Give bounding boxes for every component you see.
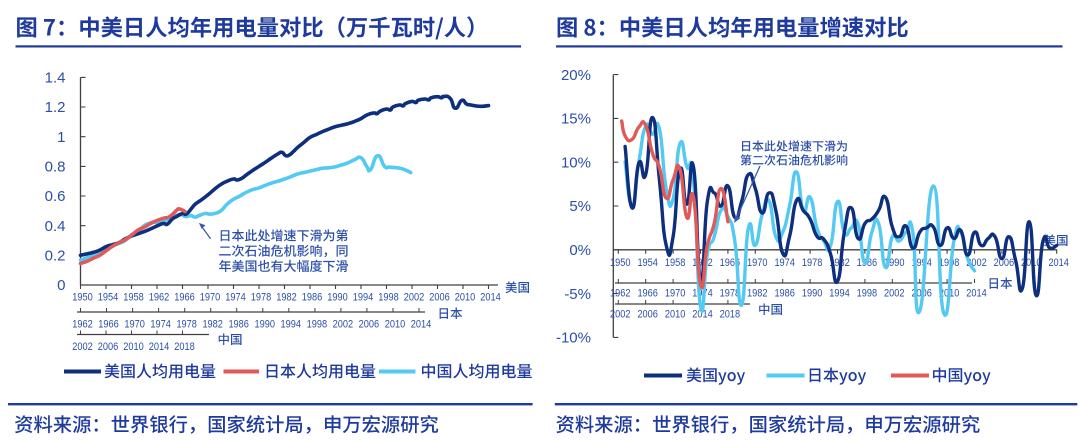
svg-text:1998: 1998 <box>378 292 399 304</box>
svg-text:0.2: 0.2 <box>45 248 66 265</box>
svg-text:1982: 1982 <box>276 292 297 304</box>
svg-text:1962: 1962 <box>610 288 631 300</box>
svg-text:15%: 15% <box>561 111 591 128</box>
svg-text:1990: 1990 <box>327 292 348 304</box>
svg-text:1950: 1950 <box>610 257 631 269</box>
svg-text:2002: 2002 <box>884 288 905 300</box>
svg-text:1970: 1970 <box>124 319 145 331</box>
svg-text:1978: 1978 <box>720 288 741 300</box>
svg-text:1.4: 1.4 <box>45 70 66 87</box>
svg-text:1970: 1970 <box>200 292 221 304</box>
svg-text:1966: 1966 <box>637 288 658 300</box>
svg-text:2006: 2006 <box>359 319 380 331</box>
svg-text:1994: 1994 <box>353 292 374 304</box>
svg-text:0%: 0% <box>569 242 591 259</box>
svg-text:1986: 1986 <box>774 288 795 300</box>
svg-text:1974: 1974 <box>225 292 246 304</box>
svg-text:2014: 2014 <box>1048 257 1069 269</box>
svg-text:2002: 2002 <box>333 319 354 331</box>
svg-text:2014: 2014 <box>149 341 170 353</box>
svg-text:1966: 1966 <box>174 292 195 304</box>
svg-text:2018: 2018 <box>720 309 741 321</box>
svg-text:1978: 1978 <box>802 257 823 269</box>
svg-text:2014: 2014 <box>411 319 432 331</box>
svg-text:1950: 1950 <box>72 292 93 304</box>
svg-text:-5%: -5% <box>564 286 591 303</box>
svg-text:2010: 2010 <box>455 292 476 304</box>
svg-text:0: 0 <box>57 277 65 294</box>
svg-text:1998: 1998 <box>307 319 328 331</box>
svg-text:1978: 1978 <box>251 292 272 304</box>
svg-text:1990: 1990 <box>255 319 276 331</box>
svg-text:2006: 2006 <box>637 309 658 321</box>
svg-text:2006: 2006 <box>429 292 450 304</box>
svg-text:20%: 20% <box>561 67 591 84</box>
svg-text:1974: 1974 <box>774 257 795 269</box>
svg-text:2002: 2002 <box>72 341 93 353</box>
svg-text:5%: 5% <box>569 198 591 215</box>
svg-text:-10%: -10% <box>556 330 591 347</box>
svg-text:2010: 2010 <box>123 341 144 353</box>
svg-text:1.2: 1.2 <box>45 99 66 116</box>
svg-text:1: 1 <box>57 129 65 146</box>
svg-text:2006: 2006 <box>98 341 119 353</box>
svg-text:1986: 1986 <box>228 319 249 331</box>
svg-text:1982: 1982 <box>202 319 223 331</box>
svg-text:1990: 1990 <box>802 288 823 300</box>
svg-text:1970: 1970 <box>665 288 686 300</box>
svg-text:1994: 1994 <box>281 319 302 331</box>
svg-text:2006: 2006 <box>994 257 1015 269</box>
svg-text:10%: 10% <box>561 154 591 171</box>
svg-text:2002: 2002 <box>404 292 425 304</box>
svg-text:2010: 2010 <box>665 309 686 321</box>
svg-text:1966: 1966 <box>720 257 741 269</box>
svg-text:1962: 1962 <box>72 319 93 331</box>
svg-text:2014: 2014 <box>480 292 501 304</box>
svg-text:1978: 1978 <box>176 319 197 331</box>
svg-text:1954: 1954 <box>637 257 658 269</box>
svg-text:1970: 1970 <box>747 257 768 269</box>
svg-text:0.8: 0.8 <box>45 159 66 176</box>
svg-text:1998: 1998 <box>857 288 878 300</box>
svg-text:1982: 1982 <box>747 288 768 300</box>
svg-text:0.4: 0.4 <box>45 218 66 235</box>
svg-text:1954: 1954 <box>98 292 119 304</box>
svg-text:2010: 2010 <box>385 319 406 331</box>
svg-text:1962: 1962 <box>149 292 170 304</box>
svg-text:1986: 1986 <box>302 292 323 304</box>
svg-text:2014: 2014 <box>966 288 987 300</box>
svg-text:2018: 2018 <box>174 341 195 353</box>
svg-text:2014: 2014 <box>692 309 713 321</box>
svg-text:1966: 1966 <box>98 319 119 331</box>
svg-text:1974: 1974 <box>150 319 171 331</box>
svg-text:1958: 1958 <box>665 257 686 269</box>
svg-text:1958: 1958 <box>123 292 144 304</box>
svg-text:0.6: 0.6 <box>45 188 66 205</box>
svg-text:1998: 1998 <box>939 257 960 269</box>
svg-text:1994: 1994 <box>829 288 850 300</box>
svg-text:2002: 2002 <box>610 309 631 321</box>
